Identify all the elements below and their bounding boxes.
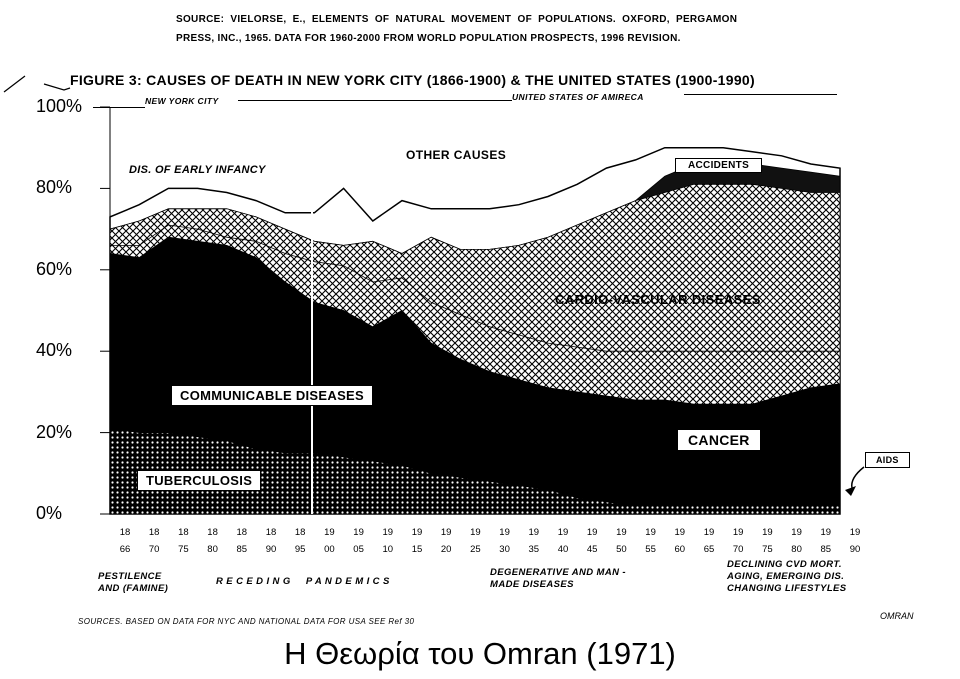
x-tick-label: 19 45 bbox=[586, 527, 598, 555]
era-degenerative-line1: DEGENERATIVE AND MAN - bbox=[490, 567, 626, 578]
y-tick-label: 100% bbox=[36, 96, 83, 116]
era-pestilence-line1: PESTILENCE bbox=[98, 571, 162, 582]
x-tick-label: 19 40 bbox=[557, 527, 569, 555]
slide-caption: Η Θεωρία του Omran (1971) bbox=[284, 636, 676, 671]
y-tick-label: 80% bbox=[36, 177, 73, 198]
y-tick-label: 60% bbox=[36, 258, 73, 279]
y-tick-marks bbox=[100, 106, 110, 515]
label-aids: AIDS bbox=[865, 452, 910, 468]
label-communicable: COMMUNICABLE DISEASES bbox=[171, 385, 373, 406]
area-communicable-diseases bbox=[109, 253, 841, 515]
region-label-usa: UNITED STATES OF AMIRECA bbox=[512, 92, 644, 102]
era-pestilence-line2: AND (FAMINE) bbox=[98, 583, 169, 594]
x-tick-label: 19 65 bbox=[703, 527, 715, 555]
omran-credit: OMRAN bbox=[880, 611, 914, 621]
era-degenerative-line2: MADE DISEASES bbox=[490, 579, 574, 590]
x-tick-label: 18 70 bbox=[148, 527, 160, 555]
source-note: SOURCE: VIELORSE, E., ELEMENTS OF NATURA… bbox=[176, 10, 737, 48]
x-tick-label: 18 75 bbox=[178, 527, 189, 555]
region-line-nyc bbox=[93, 107, 145, 108]
x-tick-label: 18 85 bbox=[236, 527, 248, 555]
chart-title: FIGURE 3: CAUSES OF DEATH IN NEW YORK CI… bbox=[70, 72, 755, 88]
x-tick-label: 19 15 bbox=[411, 527, 423, 555]
era-declining-line1: DECLINING CVD MORT. bbox=[727, 559, 842, 570]
x-tick-label: 19 25 bbox=[470, 527, 481, 555]
y-tick-label: 0% bbox=[36, 503, 63, 523]
x-tick-label: 19 60 bbox=[674, 527, 686, 555]
x-tick-label: 19 90 bbox=[849, 527, 861, 555]
x-tick-label: 19 05 bbox=[353, 527, 364, 555]
x-tick-label: 19 00 bbox=[324, 527, 335, 555]
x-tick-label: 19 10 bbox=[382, 527, 394, 555]
area-tuberculosis bbox=[109, 428, 841, 515]
label-tuberculosis: TUBERCULOSIS bbox=[137, 470, 262, 491]
x-tick-label: 18 95 bbox=[294, 527, 306, 555]
region-line-usa-right bbox=[684, 94, 837, 95]
era-declining-line3: CHANGING LIFESTYLES bbox=[727, 583, 847, 594]
label-accidents: ACCIDENTS bbox=[675, 158, 763, 173]
region-label-nyc: NEW YORK CITY bbox=[145, 96, 219, 106]
area-layers bbox=[109, 146, 841, 515]
label-other-causes: OTHER CAUSES bbox=[406, 148, 507, 162]
x-tick-label: 19 75 bbox=[762, 527, 773, 555]
sources-bottom: SOURCES. BASED ON DATA FOR NYC AND NATIO… bbox=[78, 617, 415, 626]
x-tick-label: 19 20 bbox=[440, 527, 452, 555]
x-tick-label: 19 55 bbox=[645, 527, 656, 555]
x-tick-label: 19 50 bbox=[616, 527, 627, 555]
source-line-1: SOURCE: VIELORSE, E., ELEMENTS OF NATURA… bbox=[176, 14, 738, 25]
x-tick-label: 19 30 bbox=[499, 527, 510, 555]
x-tick-label: 19 70 bbox=[732, 527, 744, 555]
label-early-infancy: DIS. OF EARLY INFANCY bbox=[129, 164, 266, 176]
era-declining: DECLINING CVD MORT. AGING, EMERGING DIS.… bbox=[727, 559, 847, 595]
x-tick-label: 19 80 bbox=[791, 527, 802, 555]
y-tick-label: 40% bbox=[36, 340, 73, 361]
y-tick-label: 20% bbox=[36, 421, 73, 442]
x-tick-label: 18 80 bbox=[207, 527, 218, 555]
source-line-2: PRESS, INC., 1965. DATA FOR 1960-2000 FR… bbox=[176, 33, 681, 44]
region-line-nyc-right bbox=[238, 100, 512, 101]
x-tick-label: 19 35 bbox=[528, 527, 540, 555]
era-declining-line2: AGING, EMERGING DIS. bbox=[727, 571, 845, 582]
x-tick-label: 19 85 bbox=[820, 527, 832, 555]
x-tick-label: 18 90 bbox=[265, 527, 277, 555]
label-cardio-vascular: CARDIO-VASCULAR DISEASES bbox=[555, 292, 761, 307]
era-degenerative: DEGENERATIVE AND MAN - MADE DISEASES bbox=[490, 567, 626, 591]
era-receding: R E C E D I N G P A N D E M I C S bbox=[216, 576, 390, 587]
x-tick-label: 18 66 bbox=[119, 527, 131, 555]
era-pestilence: PESTILENCE AND (FAMINE) bbox=[98, 571, 168, 595]
label-cancer: CANCER bbox=[677, 429, 761, 451]
